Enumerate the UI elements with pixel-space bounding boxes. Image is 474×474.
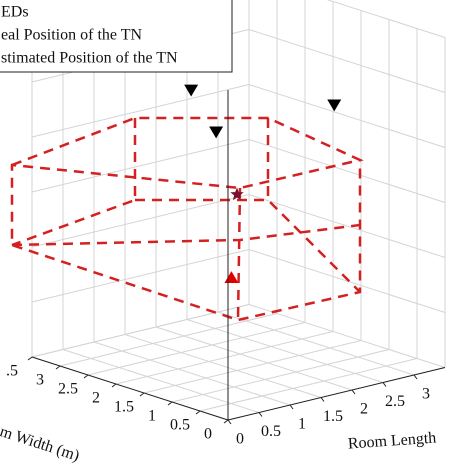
- wall-grid-line: [248, 29, 446, 93]
- x-tick-label: 3: [422, 386, 430, 403]
- wall-grid-line: [248, 304, 446, 368]
- y-tick: [55, 365, 61, 370]
- floor-grid-line: [199, 358, 418, 412]
- legend-label: EDs: [1, 4, 29, 21]
- wall-grid-line: [31, 139, 250, 193]
- floor-grid-line: [115, 331, 334, 385]
- x-tick: [227, 419, 232, 425]
- x-tick-label: 2: [360, 401, 368, 418]
- y-tick: [139, 392, 145, 397]
- y-tick: [83, 374, 89, 379]
- x-tick-label: 2.5: [385, 393, 405, 410]
- floor-grid-line: [59, 313, 278, 367]
- x-tick: [289, 404, 294, 410]
- x-tick: [258, 412, 263, 417]
- floor-grid-line: [124, 334, 322, 398]
- region-box: [10, 116, 364, 322]
- y-tick-label: 1.5: [114, 399, 134, 416]
- down-triangle-marker: [327, 99, 342, 112]
- y-tick: [167, 401, 173, 406]
- box-edge: [236, 187, 242, 321]
- x-tick-label: 0.5: [261, 423, 281, 440]
- floor-grid-line: [171, 349, 390, 403]
- down-triangle-marker: [209, 126, 224, 139]
- x-tick: [413, 374, 418, 380]
- legend-items: EDs eal Position of the TN stimated Positi…: [1, 4, 178, 67]
- wall-grid-line: [248, 249, 446, 313]
- down-triangle-marker: [184, 84, 199, 97]
- up-triangle-marker: [224, 271, 239, 283]
- axis-line: [227, 367, 446, 421]
- x-tick: [351, 389, 356, 395]
- y-tick-label: 0: [204, 426, 212, 443]
- y-tick: [195, 410, 201, 415]
- box-edge: [10, 116, 364, 322]
- wall-grid-line: [31, 249, 250, 303]
- y-tick-label: 0.5: [170, 417, 190, 434]
- y-tick-label: 2.5: [58, 381, 78, 398]
- floor-grid-line: [143, 340, 362, 394]
- wall-grid-line: [31, 84, 250, 138]
- legend: EDs eal Position of the TN stimated Positi…: [0, 0, 233, 73]
- wall-grid-line: [31, 304, 250, 358]
- x-tick-label: 1.5: [323, 408, 343, 425]
- y-axis-label: m Width (m): [0, 423, 81, 465]
- x-tick: [382, 382, 387, 387]
- wall-grid-line: [326, 0, 446, 38]
- axis-line: [31, 356, 229, 421]
- x-tick-label: 1: [298, 416, 306, 433]
- y-tick-label: 1: [148, 408, 156, 425]
- legend-label: eal Position of the TN: [1, 27, 142, 44]
- floor-grid-line: [217, 311, 415, 376]
- floor-grid-line: [186, 319, 384, 383]
- y-tick: [27, 356, 33, 361]
- x-axis-label: Room Length: [347, 430, 436, 453]
- floor-grid-line: [93, 341, 291, 406]
- x-tick: [320, 397, 325, 402]
- y-tick-label: .5: [6, 363, 18, 380]
- wall-grid-line: [248, 84, 446, 148]
- floor-grid-line: [155, 326, 353, 391]
- wall-grid-line: [248, 139, 446, 203]
- wall-grid-line: [31, 194, 250, 248]
- floor-grid-line: [87, 322, 306, 376]
- y-tick: [111, 383, 117, 388]
- star-marker: [230, 187, 244, 201]
- wall-grid-line: [248, 194, 446, 258]
- box-edge: [11, 223, 361, 247]
- legend-box: [0, 0, 233, 73]
- y-tick-label: 2: [92, 390, 100, 407]
- y-tick-label: 3: [36, 372, 44, 389]
- x-tick-label: 0: [236, 431, 244, 448]
- legend-label: stimated Position of the TN: [1, 50, 178, 67]
- floor-grid-line: [62, 349, 260, 413]
- y-tick: [223, 419, 229, 424]
